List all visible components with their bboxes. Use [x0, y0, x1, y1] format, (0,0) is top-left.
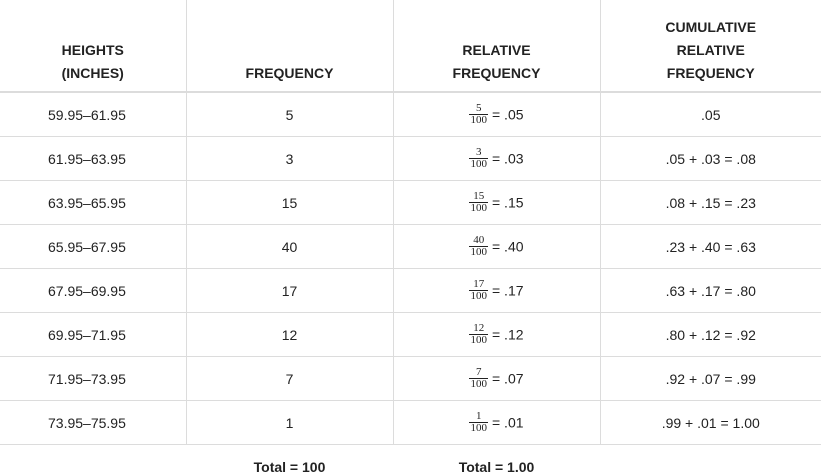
fraction-denominator: 100 — [469, 422, 488, 434]
fraction-denominator: 100 — [469, 114, 488, 126]
frequency-value: 1 — [186, 401, 393, 445]
relative-frequency-result: = .40 — [492, 239, 524, 255]
fraction-numerator: 12 — [472, 323, 485, 334]
relative-frequency-result: = .15 — [492, 195, 524, 211]
header-frequency-line-1: FREQUENCY — [187, 62, 393, 85]
fraction-numerator: 7 — [475, 367, 483, 378]
height-interval: 67.95–69.95 — [0, 269, 186, 313]
height-interval: 61.95–63.95 — [0, 137, 186, 181]
height-interval: 69.95–71.95 — [0, 313, 186, 357]
relative-frequency-result: = .07 — [492, 371, 524, 387]
frequency-value: 3 — [186, 137, 393, 181]
header-frequency: FREQUENCY — [186, 0, 393, 92]
fraction-numerator: 15 — [472, 191, 485, 202]
header-row: HEIGHTS (INCHES) FREQUENCY RELATIVE FREQ… — [0, 0, 821, 92]
totals-row: Total = 100 Total = 1.00 — [0, 445, 821, 476]
cumulative-relative-frequency-value: .99 + .01 = 1.00 — [600, 401, 821, 445]
relative-frequency-result: = .05 — [492, 107, 524, 123]
height-interval: 73.95–75.95 — [0, 401, 186, 445]
fraction-numerator: 3 — [475, 147, 483, 158]
relative-frequency-result: = .17 — [492, 283, 524, 299]
fraction-denominator: 100 — [469, 334, 488, 346]
height-interval: 63.95–65.95 — [0, 181, 186, 225]
frequency-value: 12 — [186, 313, 393, 357]
fraction-denominator: 100 — [469, 202, 488, 214]
frequency-value: 7 — [186, 357, 393, 401]
cumulative-relative-frequency-value: .05 + .03 = .08 — [600, 137, 821, 181]
header-cumulative-line-1: CUMULATIVE — [601, 16, 821, 39]
relative-frequency-result: = .01 — [492, 415, 524, 431]
header-heights: HEIGHTS (INCHES) — [0, 0, 186, 92]
fraction-numerator: 1 — [475, 411, 483, 422]
fraction-denominator: 100 — [469, 158, 488, 170]
header-cumulative-relative-frequency: CUMULATIVE RELATIVE FREQUENCY — [600, 0, 821, 92]
total-frequency: Total = 100 — [186, 445, 393, 476]
fraction-denominator: 100 — [469, 378, 488, 390]
total-relative-frequency: Total = 1.00 — [393, 445, 600, 476]
cumulative-relative-frequency-value: .92 + .07 = .99 — [600, 357, 821, 401]
frequency-value: 40 — [186, 225, 393, 269]
relative-frequency-result: = .03 — [492, 151, 524, 167]
fraction-denominator: 100 — [469, 290, 488, 302]
fraction-numerator: 40 — [472, 235, 485, 246]
height-interval: 65.95–67.95 — [0, 225, 186, 269]
cumulative-relative-frequency-value: .08 + .15 = .23 — [600, 181, 821, 225]
cumulative-relative-frequency-value: .05 — [600, 92, 821, 137]
header-relative-line-1: RELATIVE — [394, 39, 600, 62]
height-interval: 71.95–73.95 — [0, 357, 186, 401]
cumulative-relative-frequency-value: .23 + .40 = .63 — [600, 225, 821, 269]
fraction-numerator: 17 — [472, 279, 485, 290]
frequency-value: 17 — [186, 269, 393, 313]
cumulative-relative-frequency-value: .63 + .17 = .80 — [600, 269, 821, 313]
header-relative-line-2: FREQUENCY — [394, 62, 600, 85]
header-cumulative-line-2: RELATIVE — [601, 39, 821, 62]
frequency-value: 15 — [186, 181, 393, 225]
header-heights-line-2: (INCHES) — [0, 62, 186, 85]
frequency-value: 5 — [186, 92, 393, 137]
cumulative-relative-frequency-value: .80 + .12 = .92 — [600, 313, 821, 357]
header-relative-frequency: RELATIVE FREQUENCY — [393, 0, 600, 92]
fraction-denominator: 100 — [469, 246, 488, 258]
header-heights-line-1: HEIGHTS — [0, 39, 186, 62]
fraction-numerator: 5 — [475, 103, 483, 114]
header-cumulative-line-3: FREQUENCY — [601, 62, 821, 85]
totals-empty-cell-2 — [600, 445, 821, 476]
totals-empty-cell — [0, 445, 186, 476]
relative-frequency-result: = .12 — [492, 327, 524, 343]
height-interval: 59.95–61.95 — [0, 92, 186, 137]
